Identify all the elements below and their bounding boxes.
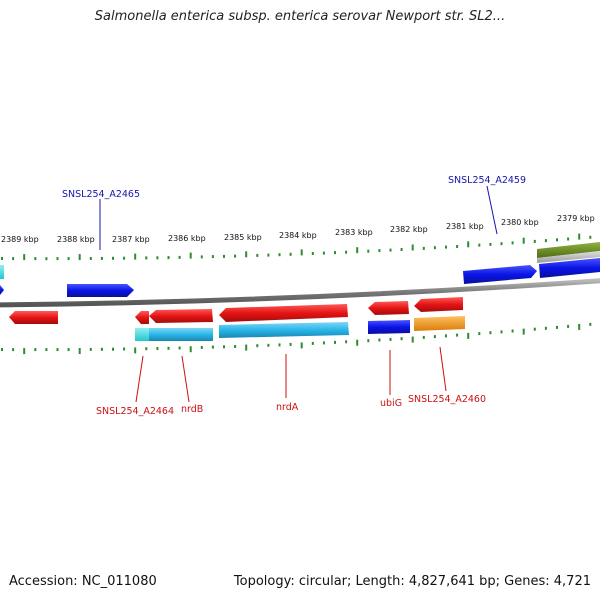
- gene-feature[interactable]: [67, 284, 134, 297]
- tick-label: 2381 kbp: [446, 222, 484, 231]
- reverse-features: [9, 297, 465, 341]
- gene-feature[interactable]: [135, 328, 149, 341]
- label-connectors: [99, 185, 498, 403]
- outer-tick-ring: [1, 233, 592, 261]
- tick-label: 2383 kbp: [335, 228, 373, 237]
- gene-feature[interactable]: [9, 311, 58, 324]
- gene-feature[interactable]: [149, 328, 213, 341]
- gene-label[interactable]: SNSL254_A2460: [408, 394, 486, 405]
- scale-labels: 2389 kbp 2388 kbp 2387 kbp 2386 kbp 2385…: [1, 214, 595, 244]
- gene-feature[interactable]: [219, 304, 348, 322]
- gene-label[interactable]: nrdB: [181, 404, 203, 415]
- forward-features: [0, 242, 600, 297]
- gene-label[interactable]: nrdA: [276, 402, 299, 413]
- gene-feature[interactable]: [219, 322, 349, 338]
- gene-label[interactable]: SNSL254_A2459: [448, 175, 526, 186]
- tick-label: 2388 kbp: [57, 235, 95, 244]
- gene-feature[interactable]: [537, 242, 600, 258]
- gene-label[interactable]: ubiG: [380, 398, 402, 409]
- gene-feature[interactable]: [0, 285, 4, 295]
- gene-feature[interactable]: [414, 297, 463, 312]
- tick-label: 2385 kbp: [224, 233, 262, 242]
- gene-feature[interactable]: [368, 301, 409, 315]
- gene-label[interactable]: SNSL254_A2464: [96, 406, 174, 417]
- tick-label: 2387 kbp: [112, 235, 150, 244]
- tick-label: 2389 kbp: [1, 235, 39, 244]
- gene-feature[interactable]: [149, 309, 213, 323]
- tick-label: 2380 kbp: [501, 218, 539, 227]
- tick-label: 2384 kbp: [279, 231, 317, 240]
- gene-feature[interactable]: [414, 316, 465, 331]
- gene-feature[interactable]: [463, 265, 537, 284]
- genome-backbone: [0, 278, 600, 308]
- tick-label: 2386 kbp: [168, 234, 206, 243]
- gene-feature[interactable]: [539, 258, 600, 278]
- gene-feature[interactable]: [0, 265, 4, 279]
- map-title: Salmonella enterica subsp. enterica sero…: [94, 9, 506, 24]
- tick-label: 2382 kbp: [390, 225, 428, 234]
- gene-feature[interactable]: [135, 311, 149, 324]
- gene-label[interactable]: SNSL254_A2465: [62, 189, 140, 200]
- tick-label: 2379 kbp: [557, 214, 595, 223]
- accession-text: Accession: NC_011080: [9, 574, 157, 589]
- gene-feature[interactable]: [537, 251, 600, 263]
- inner-tick-ring: [1, 322, 592, 355]
- genome-summary: Topology: circular; Length: 4,827,641 bp…: [233, 574, 591, 589]
- gene-feature[interactable]: [368, 320, 410, 334]
